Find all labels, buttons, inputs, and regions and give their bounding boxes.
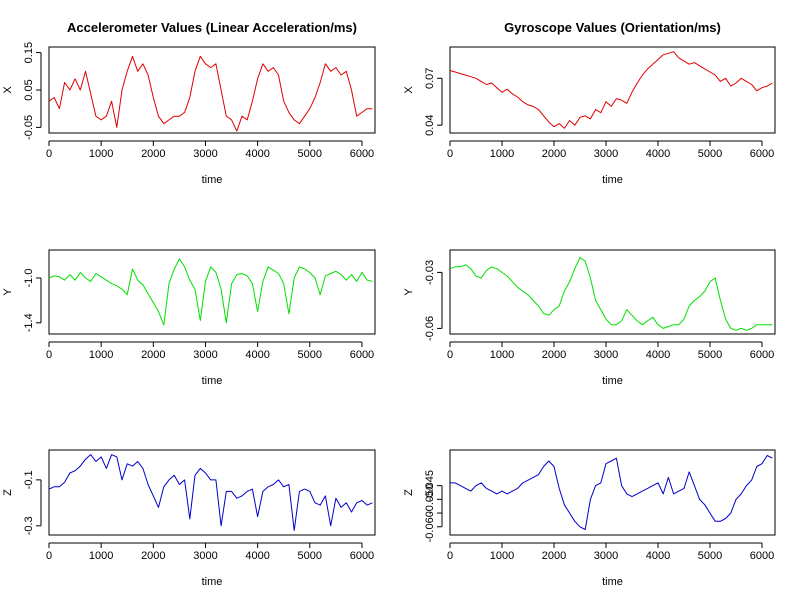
panel6-x-axis-label: time [602,576,623,588]
panel3-plot-frame [48,249,376,335]
panel5-y-tick-label: -0.3 [23,516,35,535]
panel3-chart: 0 1000 2000 3000 4000 5000 6000 time -1.4 -1.0 Y [2,249,376,387]
panel2-x-tick-label: 4000 [646,148,670,160]
panel6-x-tick-label: 3000 [594,550,618,562]
panel6-series-line [450,455,773,530]
panel2-chart: Gyroscope Values (Orientation/ms) 0 1000 20… [403,20,776,186]
panel6-y-tick-label: -0.050 [424,484,436,515]
panel5-x-tick-label: 0 [46,550,52,562]
panel6-y-tick-label: -0.045 [424,470,436,501]
panel3-x-tick-label: 2000 [141,349,165,361]
panel2-x-tick-label: 0 [447,148,453,160]
panel5-x-tick-label: 5000 [298,550,322,562]
panel5-y-axis-label: Z [2,489,14,496]
panel1-x-tick-label: 1000 [89,148,113,160]
panel6-x-tick-label: 6000 [750,550,774,562]
panel3-x-axis-label: time [202,375,223,387]
panel5-x-tick-label: 1000 [89,550,113,562]
panel3-x-tick-label: 0 [46,349,52,361]
panel1-y-axis-label: X [2,86,14,94]
panel3-y-axis-label: Y [2,288,14,296]
panel5-x-tick-label: 2000 [141,550,165,562]
panel1-x-tick-label: 2000 [141,148,165,160]
panel2-x-tick-label: 2000 [542,148,566,160]
panel2-y-axis-label: X [403,86,415,94]
panel2-title: Gyroscope Values (Orientation/ms) [504,20,721,35]
panel5-x-tick-label: 6000 [350,550,374,562]
panel3-x-tick-label: 3000 [193,349,217,361]
panel6-chart: 0 1000 2000 3000 4000 5000 6000 time -0.060-0.05… [403,449,776,588]
panel5-y-tick-label: -0.1 [23,470,35,489]
panel1-x-tick-label: 4000 [245,148,269,160]
panel1-x-axis-label: time [202,174,223,186]
panel3-series-line [48,258,373,326]
panel6-x-tick-label: 4000 [646,550,670,562]
panel3-x-tick-label: 6000 [350,349,374,361]
panel1-x-tick-label: 0 [46,148,52,160]
panel6-x-tick-label: 1000 [490,550,514,562]
panel3-x-tick-label: 4000 [245,349,269,361]
panel4-x-axis-label: time [602,375,623,387]
panel6-x-tick-label: 2000 [542,550,566,562]
panel2-plot-frame [449,46,776,134]
panel6-y-axis-label: Z [403,489,415,496]
panel4-y-tick-label: -0.03 [424,260,436,285]
panel5-x-tick-label: 4000 [245,550,269,562]
panel4-x-tick-label: 6000 [750,349,774,361]
panel6-x-tick-label: 0 [447,550,453,562]
panel4-x-tick-label: 2000 [542,349,566,361]
panel1-y-tick-label: 0.15 [23,42,35,63]
panel3-x-tick-label: 1000 [89,349,113,361]
panel6-plot-frame [449,449,776,536]
panel4-plot-frame [449,249,776,335]
panel5-x-axis-label: time [202,576,223,588]
panel2-y-tick-label: 0.07 [424,68,436,89]
panel1-title: Accelerometer Values (Linear Acceleratio… [67,20,357,35]
panel1-series-line [48,55,373,132]
panel1-plot-frame [48,46,376,134]
panel2-series-line [449,51,773,129]
panel4-series-line [449,257,773,331]
panel4-x-tick-label: 1000 [490,349,514,361]
panel1-y-tick-label: 0.05 [23,79,35,100]
panel2-x-tick-label: 1000 [490,148,514,160]
panel5-x-tick-label: 3000 [193,550,217,562]
panel5-chart: 0 1000 2000 3000 4000 5000 6000 time -0.3 -0.1 Z [2,449,376,588]
panel2-y-tick-label: 0.04 [424,114,436,135]
panel4-x-tick-label: 0 [447,349,453,361]
panel4-y-tick-label: -0.06 [424,316,436,341]
panel1-chart: Accelerometer Values (Linear Acceleratio… [2,20,376,186]
panel6-x-tick-label: 5000 [698,550,722,562]
panel4-chart: 0 1000 2000 3000 4000 5000 6000 time -0.06 -0.03 Y [403,249,776,387]
panel1-x-tick-label: 3000 [193,148,217,160]
panel6-y-tick-label: -0.060 [424,511,436,542]
panel3-y-tick-label: -1.0 [23,269,35,288]
panel3-y-tick-label: -1.4 [23,313,35,332]
panel4-x-tick-label: 5000 [698,349,722,361]
panel1-x-tick-label: 6000 [350,148,374,160]
panel1-y-tick-label: -0.05 [23,115,35,140]
panel5-plot-frame [48,449,376,536]
panel4-y-axis-label: Y [403,288,415,296]
panel3-x-tick-label: 5000 [298,349,322,361]
panel5-series-line [48,454,373,531]
panel1-x-tick-label: 5000 [298,148,322,160]
panel4-x-tick-label: 4000 [646,349,670,361]
panel4-x-tick-label: 3000 [594,349,618,361]
panel2-x-axis-label: time [602,174,623,186]
panel2-x-tick-label: 6000 [750,148,774,160]
panel2-x-tick-label: 3000 [594,148,618,160]
panel2-x-tick-label: 5000 [698,148,722,160]
